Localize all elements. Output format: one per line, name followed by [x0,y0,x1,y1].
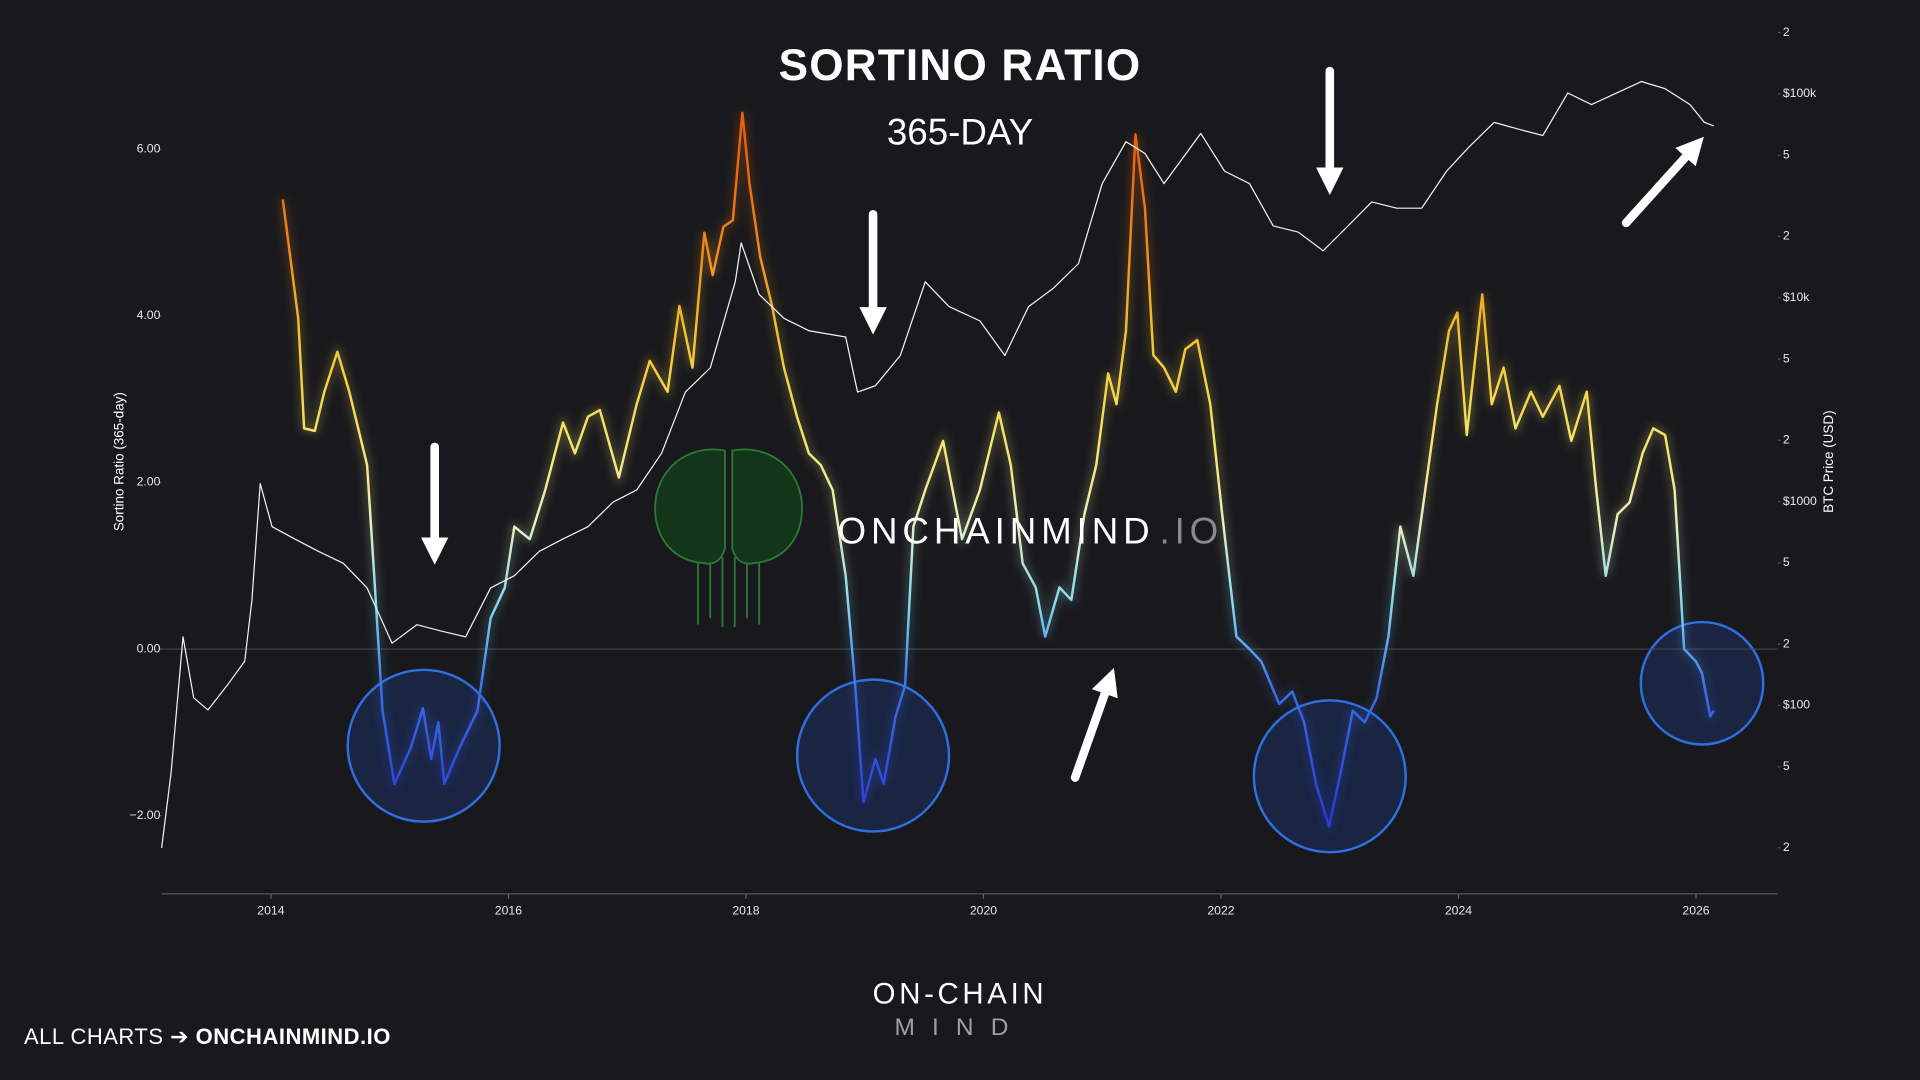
footer: ALL CHARTS ➔ ONCHAINMIND.IO [24,1024,391,1050]
y2-tick-label: $1000 [1783,494,1817,508]
brand-top: ON-CHAIN [873,977,1048,1010]
y2-tick-label: 5 [1783,351,1790,365]
footer-text: ALL CHARTS ➔ [24,1024,190,1049]
y2-tick-label: 2 [1783,229,1790,243]
y-tick-label: −2.00 [129,808,160,822]
y2-tick-label: 5 [1783,759,1790,773]
y2-tick-label: $100k [1783,86,1817,100]
brand-bottom: MIND [894,1014,1025,1041]
highlight-circle [795,678,951,833]
y2-tick-label: 5 [1783,147,1790,161]
y-tick-label: 0.00 [137,641,161,655]
x-tick-label: 2020 [970,903,997,917]
y-tick-label: 6.00 [137,142,161,156]
arrow [1070,667,1118,782]
brain-icon [654,448,803,627]
y-tick-label: 4.00 [137,308,161,322]
arrow [1621,136,1704,228]
plot-area: 2014 2016 2018 2020 2022 2024 2026 −2.00 0.00 2.0… [129,25,1817,917]
y-axis-label: Sortino Ratio (365-day) [112,392,127,531]
y2-tick-label: 5 [1783,555,1790,569]
x-tick-label: 2026 [1682,903,1709,917]
highlight-circle [1252,699,1407,854]
series-line [161,80,1715,848]
y2-tick-label: 2 [1783,432,1790,446]
watermark: ONCHAINMIND [838,511,1155,552]
watermark-suffix: .IO [1159,511,1223,552]
y2-tick-label: 2 [1783,840,1790,854]
chart-title: SORTINO RATIO [779,41,1142,90]
footer-link: ONCHAINMIND.IO [195,1024,391,1049]
series-line [281,111,1715,828]
highlight-circle [346,668,501,823]
arrows [420,66,1704,782]
x-tick-label: 2024 [1445,903,1472,917]
chart-subtitle: 365-DAY [887,111,1033,152]
x-tick-label: 2018 [732,903,759,917]
x-tick-label: 2014 [257,903,284,917]
y2-tick-label: 2 [1783,636,1790,650]
y2-tick-label: $10k [1783,290,1810,304]
x-tick-label: 2022 [1207,903,1234,917]
y-tick-label: 2.00 [137,475,161,489]
y2-tick-label: $100 [1783,698,1810,712]
y2-axis-label: BTC Price (USD) [1821,410,1836,512]
y2-tick-label: 2 [1783,25,1790,39]
highlight-circles [346,620,1765,854]
x-tick-label: 2016 [495,903,522,917]
